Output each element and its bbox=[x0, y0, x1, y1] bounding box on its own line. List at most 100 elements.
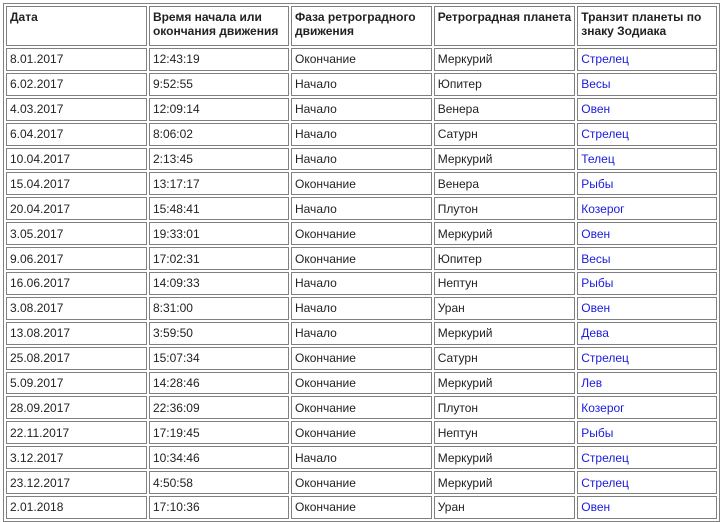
time-cell: 17:19:45 bbox=[148, 421, 289, 445]
table-row: 3.12.2017 10:34:46 Начало Меркурий Стрелец bbox=[6, 446, 717, 470]
zodiac-link[interactable]: Стрелец bbox=[581, 475, 629, 490]
table-row: 9.06.2017 17:02:31 Окончание Юпитер Весы bbox=[6, 247, 717, 271]
planet-cell: Меркурий bbox=[433, 48, 576, 71]
date-cell: 6.04.2017 bbox=[6, 122, 147, 146]
phase-cell: Окончание bbox=[290, 421, 432, 445]
zodiac-cell: Овен bbox=[577, 97, 717, 121]
zodiac-link[interactable]: Стрелец bbox=[581, 351, 629, 366]
phase-cell: Окончание bbox=[290, 346, 432, 370]
phase-cell: Начало bbox=[290, 72, 432, 96]
table-row: 15.04.2017 13:17:17 Окончание Венера Рыбы bbox=[6, 172, 717, 196]
date-cell: 3.12.2017 bbox=[6, 446, 147, 470]
date-cell: 2.01.2018 bbox=[6, 496, 147, 519]
zodiac-link[interactable]: Весы bbox=[581, 77, 611, 92]
zodiac-cell: Стрелец bbox=[577, 446, 717, 470]
zodiac-cell: Козерог bbox=[577, 396, 717, 420]
retrograde-table: Дата Время начала или окончания движения Ф… bbox=[3, 3, 720, 522]
date-cell: 16.06.2017 bbox=[6, 272, 147, 295]
phase-cell: Начало bbox=[290, 122, 432, 146]
date-cell: 20.04.2017 bbox=[6, 197, 147, 221]
date-cell: 8.01.2017 bbox=[6, 48, 147, 71]
table-row: 20.04.2017 15:48:41 Начало Плутон Козерог bbox=[6, 197, 717, 221]
table-row: 13.08.2017 3:59:50 Начало Меркурий Дева bbox=[6, 321, 717, 345]
date-cell: 9.06.2017 bbox=[6, 247, 147, 271]
zodiac-cell: Овен bbox=[577, 496, 717, 519]
header-date: Дата bbox=[6, 6, 147, 46]
time-cell: 4:50:58 bbox=[148, 471, 289, 495]
zodiac-link[interactable]: Стрелец bbox=[581, 52, 629, 67]
time-cell: 8:06:02 bbox=[148, 122, 289, 146]
phase-cell: Начало bbox=[290, 97, 432, 121]
planet-cell: Меркурий bbox=[433, 446, 576, 470]
date-cell: 5.09.2017 bbox=[6, 371, 147, 395]
zodiac-cell: Рыбы bbox=[577, 172, 717, 196]
date-cell: 15.04.2017 bbox=[6, 172, 147, 196]
planet-cell: Меркурий bbox=[433, 147, 576, 171]
zodiac-link[interactable]: Овен bbox=[581, 226, 611, 241]
zodiac-link[interactable]: Дева bbox=[581, 326, 609, 341]
zodiac-cell: Телец bbox=[577, 147, 717, 171]
time-cell: 17:10:36 bbox=[148, 496, 289, 519]
table-row: 6.04.2017 8:06:02 Начало Сатурн Стрелец bbox=[6, 122, 717, 146]
planet-cell: Венера bbox=[433, 97, 576, 121]
planet-cell: Меркурий bbox=[433, 222, 576, 246]
time-cell: 12:43:19 bbox=[148, 48, 289, 71]
planet-cell: Юпитер bbox=[433, 72, 576, 96]
header-phase: Фаза ретроградного движения bbox=[290, 6, 432, 46]
zodiac-link[interactable]: Рыбы bbox=[581, 425, 614, 440]
planet-cell: Уран bbox=[433, 296, 576, 320]
zodiac-cell: Стрелец bbox=[577, 471, 717, 495]
zodiac-link[interactable]: Рыбы bbox=[581, 176, 614, 191]
zodiac-cell: Овен bbox=[577, 222, 717, 246]
planet-cell: Венера bbox=[433, 172, 576, 196]
time-cell: 14:09:33 bbox=[148, 272, 289, 295]
zodiac-cell: Весы bbox=[577, 247, 717, 271]
zodiac-link[interactable]: Овен bbox=[581, 301, 611, 316]
phase-cell: Начало bbox=[290, 272, 432, 295]
planet-cell: Сатурн bbox=[433, 122, 576, 146]
table-row: 4.03.2017 12:09:14 Начало Венера Овен bbox=[6, 97, 717, 121]
time-cell: 8:31:00 bbox=[148, 296, 289, 320]
table-row: 23.12.2017 4:50:58 Окончание Меркурий Стреле… bbox=[6, 471, 717, 495]
zodiac-link[interactable]: Овен bbox=[581, 500, 611, 515]
table-row: 5.09.2017 14:28:46 Окончание Меркурий Лев bbox=[6, 371, 717, 395]
zodiac-link[interactable]: Козерог bbox=[581, 201, 625, 216]
planet-cell: Нептун bbox=[433, 421, 576, 445]
table-row: 28.09.2017 22:36:09 Окончание Плутон Козерог bbox=[6, 396, 717, 420]
zodiac-cell: Рыбы bbox=[577, 421, 717, 445]
table-row: 3.05.2017 19:33:01 Окончание Меркурий Овен bbox=[6, 222, 717, 246]
date-cell: 3.08.2017 bbox=[6, 296, 147, 320]
time-cell: 15:07:34 bbox=[148, 346, 289, 370]
zodiac-link[interactable]: Козерог bbox=[581, 400, 625, 415]
time-cell: 9:52:55 bbox=[148, 72, 289, 96]
zodiac-link[interactable]: Овен bbox=[581, 102, 611, 117]
zodiac-cell: Козерог bbox=[577, 197, 717, 221]
table-row: 22.11.2017 17:19:45 Окончание Нептун Рыбы bbox=[6, 421, 717, 445]
phase-cell: Окончание bbox=[290, 48, 432, 71]
time-cell: 10:34:46 bbox=[148, 446, 289, 470]
zodiac-cell: Овен bbox=[577, 296, 717, 320]
time-cell: 2:13:45 bbox=[148, 147, 289, 171]
zodiac-link[interactable]: Лев bbox=[581, 376, 603, 391]
phase-cell: Окончание bbox=[290, 172, 432, 196]
date-cell: 13.08.2017 bbox=[6, 321, 147, 345]
time-cell: 14:28:46 bbox=[148, 371, 289, 395]
zodiac-cell: Дева bbox=[577, 321, 717, 345]
planet-cell: Сатурн bbox=[433, 346, 576, 370]
zodiac-link[interactable]: Стрелец bbox=[581, 127, 629, 142]
planet-cell: Нептун bbox=[433, 272, 576, 295]
zodiac-link[interactable]: Рыбы bbox=[581, 276, 614, 291]
table-row: 25.08.2017 15:07:34 Окончание Сатурн Стрелец bbox=[6, 346, 717, 370]
planet-cell: Плутон bbox=[433, 197, 576, 221]
table-row: 16.06.2017 14:09:33 Начало Нептун Рыбы bbox=[6, 272, 717, 295]
phase-cell: Начало bbox=[290, 147, 432, 171]
zodiac-link[interactable]: Стрелец bbox=[581, 450, 629, 465]
table-row: 2.01.2018 17:10:36 Окончание Уран Овен bbox=[6, 496, 717, 519]
header-planet: Ретроградная планета bbox=[433, 6, 576, 46]
date-cell: 4.03.2017 bbox=[6, 97, 147, 121]
header-zodiac: Транзит планеты по знаку Зодиака bbox=[577, 6, 717, 46]
zodiac-link[interactable]: Телец bbox=[581, 152, 615, 166]
date-cell: 25.08.2017 bbox=[6, 346, 147, 370]
time-cell: 13:17:17 bbox=[148, 172, 289, 196]
zodiac-link[interactable]: Весы bbox=[581, 251, 611, 266]
